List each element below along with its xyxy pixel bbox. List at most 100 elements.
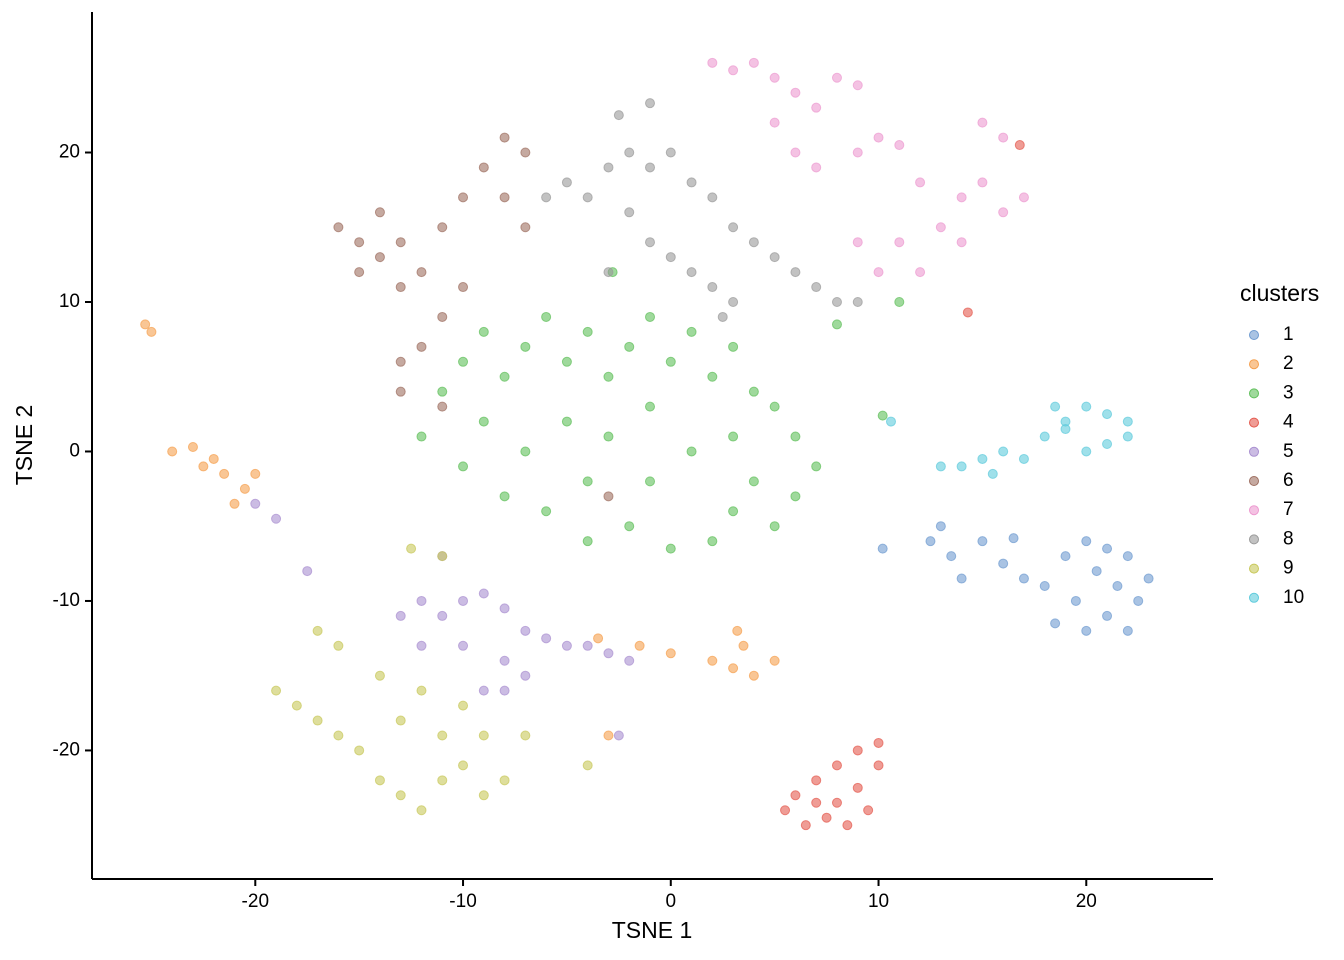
point bbox=[831, 760, 842, 771]
point bbox=[613, 730, 624, 741]
point bbox=[946, 551, 957, 562]
point bbox=[1050, 618, 1061, 629]
point bbox=[437, 610, 448, 621]
point bbox=[707, 655, 718, 666]
point bbox=[561, 640, 572, 651]
point bbox=[956, 237, 967, 248]
point bbox=[977, 536, 988, 547]
point bbox=[665, 356, 676, 367]
point bbox=[645, 237, 656, 248]
point bbox=[977, 117, 988, 128]
y-tick-label: 0 bbox=[69, 440, 80, 461]
point bbox=[748, 476, 759, 487]
point bbox=[790, 267, 801, 278]
point bbox=[1081, 401, 1092, 412]
point bbox=[603, 162, 614, 173]
point bbox=[416, 431, 427, 442]
point bbox=[478, 790, 489, 801]
legend-label: 10 bbox=[1283, 587, 1304, 608]
point bbox=[437, 386, 448, 397]
legend-swatch bbox=[1249, 505, 1259, 516]
point bbox=[395, 237, 406, 248]
point bbox=[1122, 551, 1133, 562]
point bbox=[458, 192, 469, 203]
point bbox=[333, 640, 344, 651]
x-tick-label: 0 bbox=[665, 891, 676, 912]
point bbox=[541, 633, 552, 644]
point bbox=[935, 521, 946, 532]
legend-swatch bbox=[1249, 563, 1259, 574]
point bbox=[406, 543, 417, 554]
point bbox=[187, 441, 198, 452]
point bbox=[925, 536, 936, 547]
point bbox=[956, 573, 967, 584]
point bbox=[499, 603, 510, 614]
point bbox=[1143, 573, 1154, 584]
point bbox=[561, 177, 572, 188]
point bbox=[977, 177, 988, 188]
point bbox=[603, 431, 614, 442]
y-tick-label: -20 bbox=[53, 739, 80, 760]
point bbox=[1081, 446, 1092, 457]
point bbox=[811, 797, 822, 808]
point bbox=[998, 207, 1009, 218]
legend-label: 5 bbox=[1283, 441, 1294, 462]
point bbox=[603, 267, 614, 278]
point bbox=[395, 790, 406, 801]
point bbox=[437, 730, 448, 741]
point bbox=[686, 446, 697, 457]
point bbox=[873, 132, 884, 143]
point bbox=[499, 371, 510, 382]
point bbox=[520, 341, 531, 352]
point bbox=[915, 177, 926, 188]
point bbox=[852, 147, 863, 158]
legend-label: 7 bbox=[1283, 499, 1294, 520]
point bbox=[140, 319, 151, 330]
point bbox=[1102, 543, 1113, 554]
point bbox=[416, 805, 427, 816]
point bbox=[728, 222, 739, 233]
point bbox=[728, 506, 739, 517]
legend-swatch bbox=[1249, 359, 1259, 370]
point bbox=[271, 513, 282, 524]
legend-label: 9 bbox=[1283, 558, 1294, 579]
point bbox=[458, 461, 469, 472]
point bbox=[1102, 439, 1113, 450]
point bbox=[790, 790, 801, 801]
point bbox=[229, 498, 240, 509]
point bbox=[686, 267, 697, 278]
point bbox=[738, 640, 749, 651]
point bbox=[219, 468, 230, 479]
point bbox=[520, 670, 531, 681]
point bbox=[520, 222, 531, 233]
y-tick-label: 10 bbox=[59, 291, 80, 312]
point bbox=[520, 625, 531, 636]
point bbox=[645, 98, 656, 109]
point bbox=[395, 386, 406, 397]
point bbox=[707, 371, 718, 382]
point bbox=[541, 311, 552, 322]
point bbox=[354, 745, 365, 756]
point bbox=[665, 147, 676, 158]
point bbox=[1081, 625, 1092, 636]
point bbox=[707, 192, 718, 203]
point bbox=[416, 685, 427, 696]
point bbox=[458, 760, 469, 771]
point bbox=[852, 237, 863, 248]
point bbox=[707, 536, 718, 547]
point bbox=[603, 371, 614, 382]
point bbox=[520, 730, 531, 741]
point bbox=[800, 820, 811, 831]
point bbox=[811, 282, 822, 293]
legend-label: 1 bbox=[1283, 324, 1294, 345]
point bbox=[728, 296, 739, 307]
point bbox=[624, 207, 635, 218]
point bbox=[312, 715, 323, 726]
point bbox=[603, 648, 614, 659]
point bbox=[665, 543, 676, 554]
point bbox=[956, 461, 967, 472]
point bbox=[873, 760, 884, 771]
point bbox=[842, 820, 853, 831]
point bbox=[852, 782, 863, 793]
